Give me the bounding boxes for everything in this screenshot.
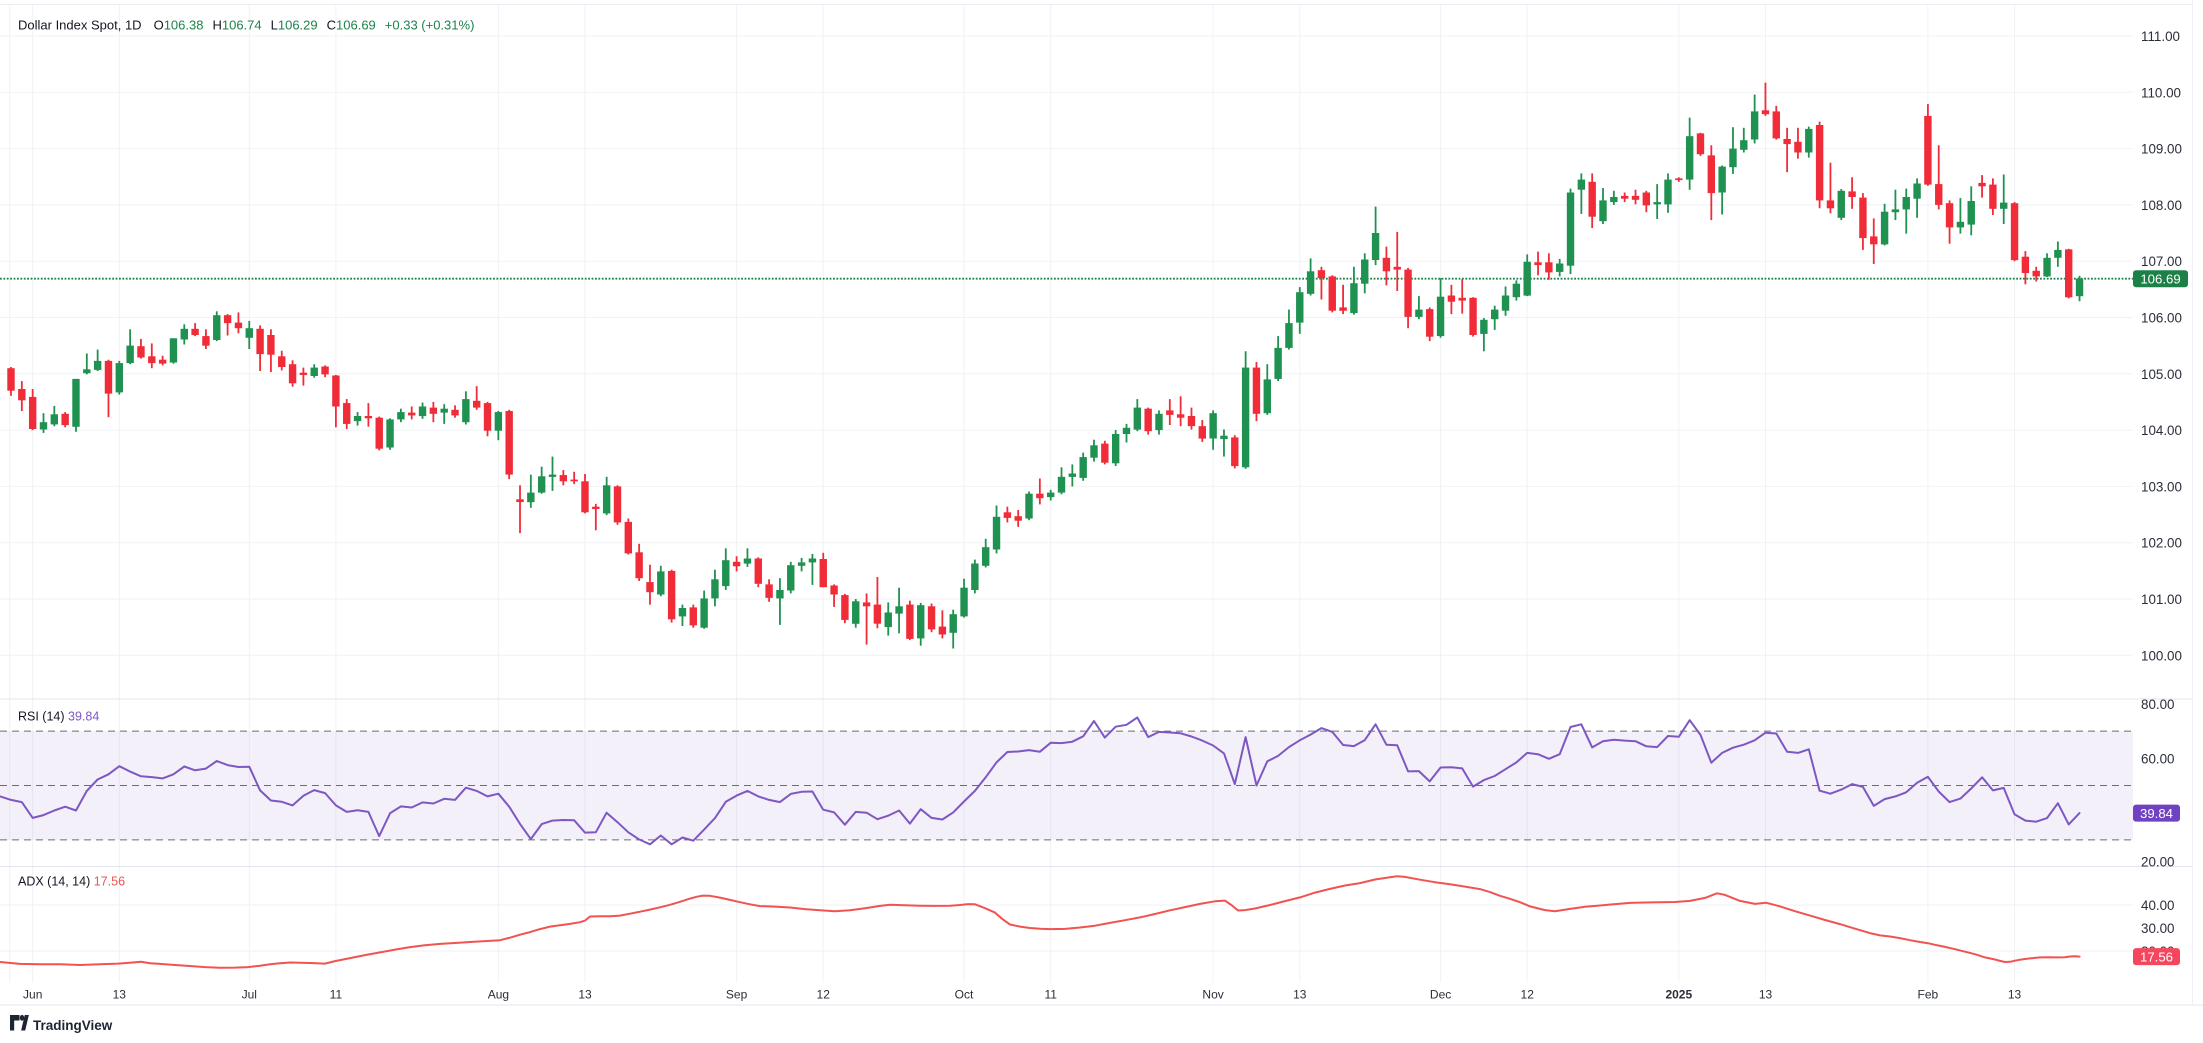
svg-text:12: 12 [817,987,831,1001]
svg-text:12: 12 [1521,987,1535,1001]
svg-text:111.00: 111.00 [2141,29,2180,44]
svg-text:60.00: 60.00 [2141,751,2175,766]
svg-text:13: 13 [113,987,127,1001]
svg-text:100.00: 100.00 [2141,648,2182,663]
svg-text:Dec: Dec [1430,987,1451,1001]
svg-text:110.00: 110.00 [2141,85,2181,100]
svg-text:13: 13 [1759,987,1773,1001]
svg-text:17.56: 17.56 [2140,949,2173,964]
svg-text:13: 13 [578,987,592,1001]
svg-text:Aug: Aug [488,987,509,1001]
svg-text:101.00: 101.00 [2141,592,2182,607]
svg-text:106.00: 106.00 [2141,311,2182,326]
svg-text:104.00: 104.00 [2141,423,2182,438]
svg-text:Feb: Feb [1918,987,1939,1001]
svg-text:11: 11 [1044,987,1057,1001]
svg-text:20.00: 20.00 [2141,855,2175,870]
svg-text:RSI (14) 39.84: RSI (14) 39.84 [18,710,99,724]
svg-text:39.84: 39.84 [2140,806,2173,821]
svg-text:103.00: 103.00 [2141,479,2182,494]
svg-text:102.00: 102.00 [2141,536,2182,551]
svg-text:ADX (14, 14) 17.56: ADX (14, 14) 17.56 [18,875,125,889]
svg-text:13: 13 [2008,987,2022,1001]
svg-text:105.00: 105.00 [2141,367,2182,382]
svg-text:107.00: 107.00 [2141,254,2182,269]
svg-text:11: 11 [330,987,343,1001]
svg-text:108.00: 108.00 [2141,198,2182,213]
svg-text:109.00: 109.00 [2141,142,2182,157]
svg-text:Oct: Oct [955,987,974,1001]
svg-text:Jul: Jul [242,987,257,1001]
svg-text:Nov: Nov [1202,987,1223,1001]
svg-text:2025: 2025 [1665,987,1692,1001]
svg-text:30.00: 30.00 [2141,921,2175,936]
svg-text:80.00: 80.00 [2141,697,2175,712]
svg-text:106.69: 106.69 [2140,271,2180,286]
svg-text:13: 13 [1293,987,1307,1001]
svg-text:40.00: 40.00 [2141,898,2175,913]
svg-text:Sep: Sep [726,987,748,1001]
svg-text:Jun: Jun [23,987,42,1001]
svg-text:TradingView: TradingView [33,1018,113,1033]
